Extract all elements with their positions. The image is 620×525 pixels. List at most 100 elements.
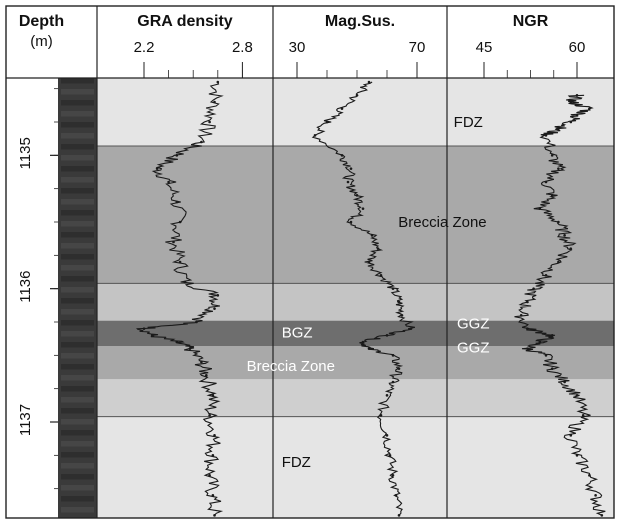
zone-label-6: FDZ bbox=[282, 454, 311, 471]
core-texture-band bbox=[61, 100, 94, 106]
core-texture-band bbox=[61, 133, 94, 139]
core-texture-band bbox=[61, 320, 94, 326]
x-tick-label: 70 bbox=[409, 39, 426, 56]
data-point bbox=[526, 300, 529, 304]
data-point bbox=[594, 494, 597, 497]
depth-axis-title: Depth bbox=[19, 13, 64, 30]
data-point bbox=[544, 354, 548, 357]
data-point bbox=[208, 414, 211, 417]
data-point bbox=[544, 180, 548, 184]
data-point bbox=[581, 414, 585, 417]
data-point bbox=[211, 454, 215, 457]
data-point bbox=[385, 434, 389, 437]
core-texture-band bbox=[61, 89, 94, 95]
depth-axis-unit: (m) bbox=[30, 33, 53, 50]
core-texture-band bbox=[61, 287, 94, 293]
depth-tick-label: 1135 bbox=[17, 137, 34, 169]
data-point bbox=[557, 167, 560, 170]
data-point bbox=[211, 394, 215, 397]
data-point bbox=[588, 474, 591, 477]
data-point bbox=[346, 180, 350, 184]
data-point bbox=[397, 367, 401, 370]
x-tick-label: 2.8 bbox=[232, 39, 253, 56]
data-point bbox=[409, 327, 413, 330]
data-point bbox=[195, 320, 198, 324]
data-point bbox=[575, 454, 579, 457]
depth-tick-label: 1136 bbox=[17, 271, 34, 303]
data-point bbox=[569, 100, 573, 104]
data-point bbox=[340, 107, 344, 110]
core-texture-band bbox=[61, 188, 94, 194]
core-texture-band bbox=[61, 496, 94, 502]
x-tick-label: 45 bbox=[476, 39, 493, 56]
x-tick-label: 30 bbox=[289, 39, 306, 56]
data-point bbox=[213, 514, 216, 517]
zone-band-5 bbox=[97, 379, 614, 417]
data-point bbox=[142, 327, 146, 330]
data-point bbox=[557, 127, 560, 130]
zone-band-3 bbox=[97, 320, 614, 346]
zone-label-0: FDZ bbox=[454, 114, 483, 131]
data-point bbox=[569, 247, 573, 250]
panel-title-ngr: NGR bbox=[513, 13, 549, 30]
data-point bbox=[391, 474, 395, 477]
core-texture-band bbox=[61, 265, 94, 271]
core-texture-band bbox=[61, 298, 94, 304]
data-point bbox=[538, 340, 542, 344]
core-texture-band bbox=[61, 309, 94, 315]
data-point bbox=[569, 434, 573, 437]
data-point bbox=[361, 340, 365, 344]
data-point bbox=[150, 334, 154, 337]
core-texture-band bbox=[61, 210, 94, 216]
core-texture-band bbox=[61, 419, 94, 425]
data-point bbox=[178, 220, 182, 224]
core-texture-band bbox=[61, 254, 94, 260]
data-point bbox=[200, 140, 203, 144]
data-point bbox=[167, 180, 170, 184]
data-point bbox=[526, 327, 529, 330]
data-point bbox=[208, 120, 211, 124]
core-texture-band bbox=[61, 364, 94, 370]
data-point bbox=[355, 194, 359, 197]
data-point bbox=[370, 234, 374, 237]
data-point bbox=[400, 314, 404, 317]
core-texture-band bbox=[61, 111, 94, 117]
zone-band-0 bbox=[97, 78, 614, 146]
data-point bbox=[385, 334, 389, 337]
data-point bbox=[367, 260, 371, 264]
data-point bbox=[391, 354, 395, 357]
core-texture-band bbox=[61, 199, 94, 205]
data-point bbox=[575, 114, 579, 117]
data-point bbox=[575, 94, 579, 97]
data-point bbox=[340, 154, 344, 157]
core-texture-band bbox=[61, 144, 94, 150]
core-texture-band bbox=[61, 166, 94, 172]
zone-shading-layer bbox=[97, 78, 614, 518]
data-point bbox=[208, 474, 211, 477]
zone-label-5: Breccia Zone bbox=[247, 358, 335, 375]
data-point bbox=[569, 120, 573, 124]
figure-frame bbox=[5, 5, 615, 519]
data-point bbox=[391, 287, 395, 290]
data-point bbox=[397, 300, 401, 304]
series-layer bbox=[136, 80, 606, 517]
data-point bbox=[557, 220, 560, 224]
core-texture-band bbox=[61, 243, 94, 249]
data-point bbox=[532, 287, 535, 290]
zone-label-3: GGZ bbox=[457, 315, 490, 332]
core-texture-band bbox=[61, 353, 94, 359]
data-point bbox=[213, 307, 216, 310]
data-point bbox=[379, 274, 383, 277]
zone-label-1: Breccia Zone bbox=[398, 214, 486, 231]
core-texture-band bbox=[61, 177, 94, 183]
data-point bbox=[391, 380, 395, 384]
data-point bbox=[313, 134, 317, 137]
core-texture-band bbox=[61, 441, 94, 447]
data-point bbox=[205, 374, 208, 377]
series-line-mag-sus- bbox=[311, 81, 416, 516]
data-point bbox=[361, 207, 365, 210]
core-texture-band bbox=[61, 474, 94, 480]
series-line-gra-density bbox=[136, 81, 224, 516]
data-point bbox=[563, 234, 566, 237]
data-point bbox=[325, 120, 329, 124]
